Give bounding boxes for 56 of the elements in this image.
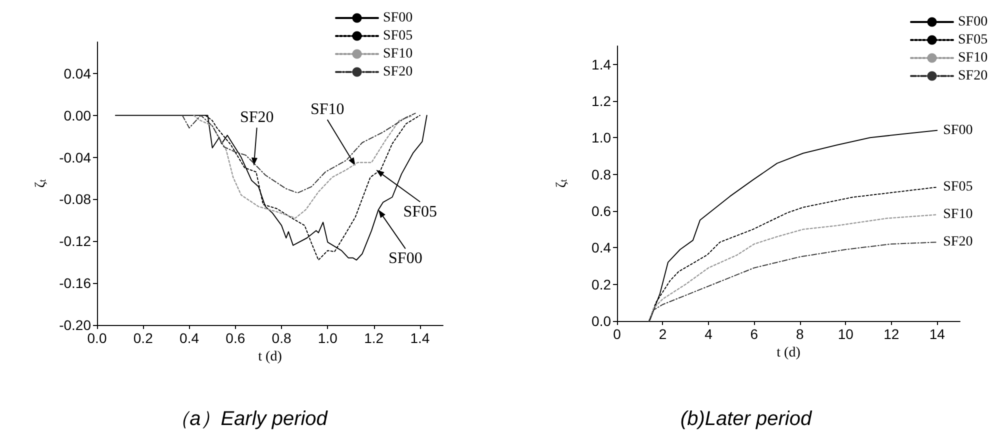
x-axis-title: t (d) — [776, 345, 801, 360]
x-tick-label: 0.2 — [133, 330, 154, 346]
y-tick-label: -0.12 — [59, 233, 92, 250]
legend-label: SF20 — [383, 64, 413, 80]
y-tick-label: 1.0 — [592, 130, 612, 146]
x-tick-label: 10 — [838, 326, 854, 342]
x-tick-label: 8 — [796, 326, 804, 342]
text: SF20 — [943, 234, 973, 250]
annotation: SF20 — [240, 109, 274, 126]
y-tick-label: 1.2 — [592, 93, 612, 109]
x-tick-label: 1.0 — [318, 330, 338, 346]
x-tick-label: 4 — [704, 326, 713, 342]
x-tick-label: 0 — [613, 326, 622, 342]
x-tick-label: 6 — [750, 326, 758, 342]
x-tick-label: 14 — [929, 326, 946, 342]
y-tick-label: 0.04 — [64, 65, 92, 82]
y-axis-title: ζt — [554, 178, 570, 188]
y-tick-label: 0.6 — [592, 203, 612, 219]
annotation: SF10 — [310, 101, 344, 118]
text: SF10 — [943, 207, 973, 222]
x-tick-label: 2 — [658, 326, 667, 342]
line-series — [648, 242, 938, 322]
x-tick-label: 0.4 — [180, 330, 200, 346]
y-axis-title: ζt — [34, 178, 49, 188]
y-tick-label: -0.08 — [59, 191, 92, 208]
legend-label: SF00 — [383, 10, 413, 26]
annotation: SF05 — [403, 203, 438, 220]
text: SF00 — [943, 122, 973, 138]
legend-label: SF10 — [383, 46, 413, 62]
x-axis-title: t (d) — [258, 349, 282, 364]
y-tick-label: 0.8 — [592, 166, 612, 182]
y-tick-label: 0.4 — [592, 240, 612, 256]
annotation: SF00 — [388, 250, 422, 268]
x-tick-label: 0.0 — [87, 330, 107, 346]
text: （a）Early period — [170, 408, 328, 430]
legend-label: SF20 — [958, 68, 988, 84]
y-tick-label: -0.16 — [59, 275, 92, 292]
x-tick-label: 12 — [884, 326, 900, 342]
y-tick-label: 1.4 — [592, 56, 612, 72]
x-tick-label: 1.4 — [410, 330, 430, 346]
y-tick-label: 0.0 — [592, 313, 612, 329]
text: SF05 — [943, 180, 973, 195]
line-series — [182, 112, 416, 194]
legend-label: SF05 — [958, 32, 988, 48]
y-tick-label: 0.00 — [64, 107, 92, 124]
legend-label: SF00 — [958, 14, 988, 30]
line-series — [648, 214, 938, 322]
text: (b)Later period — [680, 408, 812, 430]
y-tick-label: 0.2 — [592, 276, 612, 292]
legend-label: SF10 — [958, 50, 988, 66]
x-tick-label: 1.2 — [364, 330, 384, 346]
y-tick-label: -0.04 — [59, 149, 92, 166]
legend-label: SF05 — [383, 28, 413, 44]
x-tick-label: 0.6 — [226, 330, 246, 346]
y-tick-label: -0.20 — [59, 317, 92, 333]
x-tick-label: 0.8 — [272, 330, 292, 346]
